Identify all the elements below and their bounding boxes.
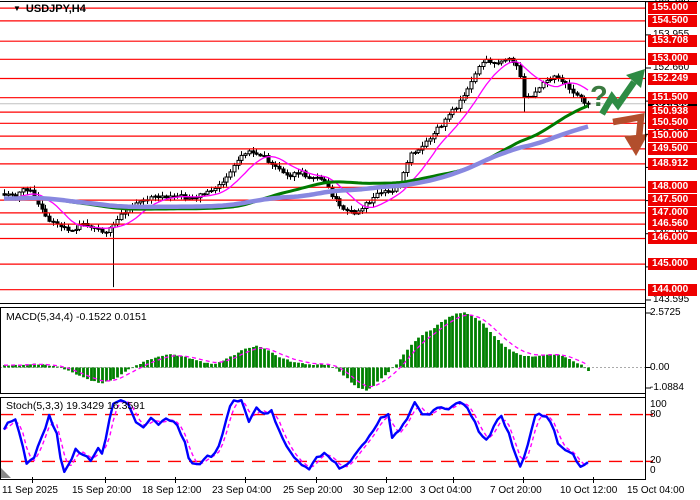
symbol-period-label: USDJPY,H4 bbox=[25, 3, 86, 15]
symbol-title: ▼ USDJPY,H4 bbox=[13, 3, 86, 15]
question-mark-annotation: ? bbox=[590, 81, 608, 113]
chevron-down-icon[interactable]: ▼ bbox=[13, 4, 21, 13]
stoch-indicator-label: Stoch(5,3,3) 19.3429 16.3591 bbox=[6, 400, 145, 412]
macd-indicator-label: MACD(5,34,4) -0.1522 0.0151 bbox=[6, 311, 147, 323]
